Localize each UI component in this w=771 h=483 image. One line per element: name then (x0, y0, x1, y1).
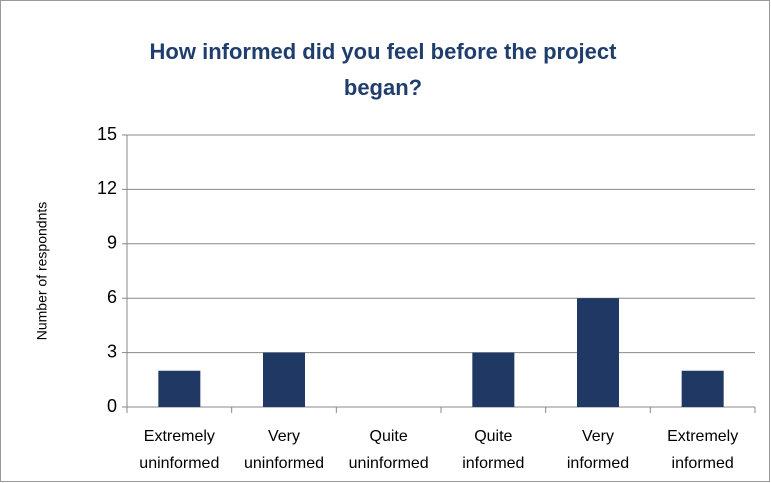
y-axis-label: Number of respondnts (34, 202, 50, 341)
bar (263, 352, 305, 407)
x-tick-label: Very informed (567, 428, 629, 472)
chart-title: How informed did you feel before the pro… (149, 39, 617, 100)
y-tick-label: 9 (107, 233, 117, 253)
y-tick-label: 12 (97, 178, 117, 198)
y-tick-label: 3 (107, 341, 117, 361)
x-tick-label: Extremely uninformed (139, 428, 219, 472)
y-tick-label: 15 (97, 124, 117, 144)
bar (577, 298, 619, 407)
y-tick-label: 6 (107, 287, 117, 307)
x-tick-label: Extremely informed (667, 428, 738, 472)
bar (681, 370, 724, 407)
bar (472, 352, 515, 407)
x-tick-label: Quite uninformed (349, 428, 429, 472)
x-tick-label: Very uninformed (244, 428, 324, 472)
x-tick-label: Quite informed (462, 428, 524, 472)
y-tick-label: 0 (107, 396, 117, 416)
bar (158, 370, 201, 407)
